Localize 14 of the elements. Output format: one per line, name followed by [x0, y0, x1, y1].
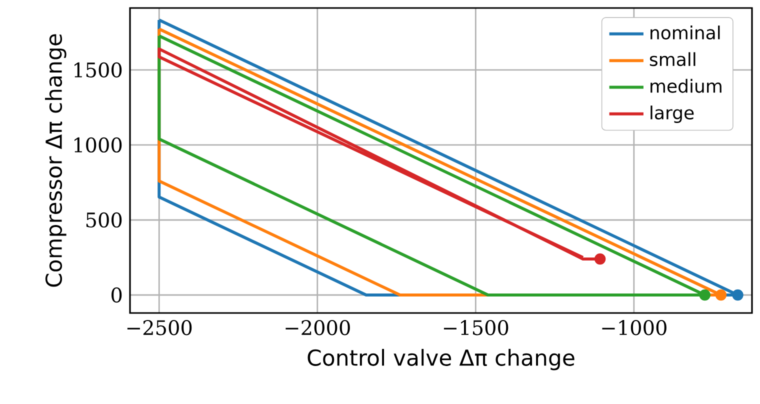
x-tick-label: −2000: [286, 320, 350, 336]
y-tick-label: 500: [86, 212, 122, 228]
legend-label: large: [650, 106, 694, 123]
y-tick-label: 0: [112, 287, 122, 303]
legend-label: nominal: [650, 26, 720, 40]
y-tick-label: 1000: [74, 137, 122, 153]
y-axis-title: Compressor Δπ change: [45, 34, 66, 287]
x-axis-title: Control valve Δπ change: [308, 348, 574, 370]
x-tick-label: −1500: [444, 320, 508, 336]
legend-label: medium: [650, 78, 722, 93]
y-tick-label: 1500: [74, 62, 122, 78]
x-tick-label: −2500: [127, 320, 192, 336]
legend-label: small: [650, 52, 696, 66]
x-tick-label: −1000: [602, 320, 666, 336]
